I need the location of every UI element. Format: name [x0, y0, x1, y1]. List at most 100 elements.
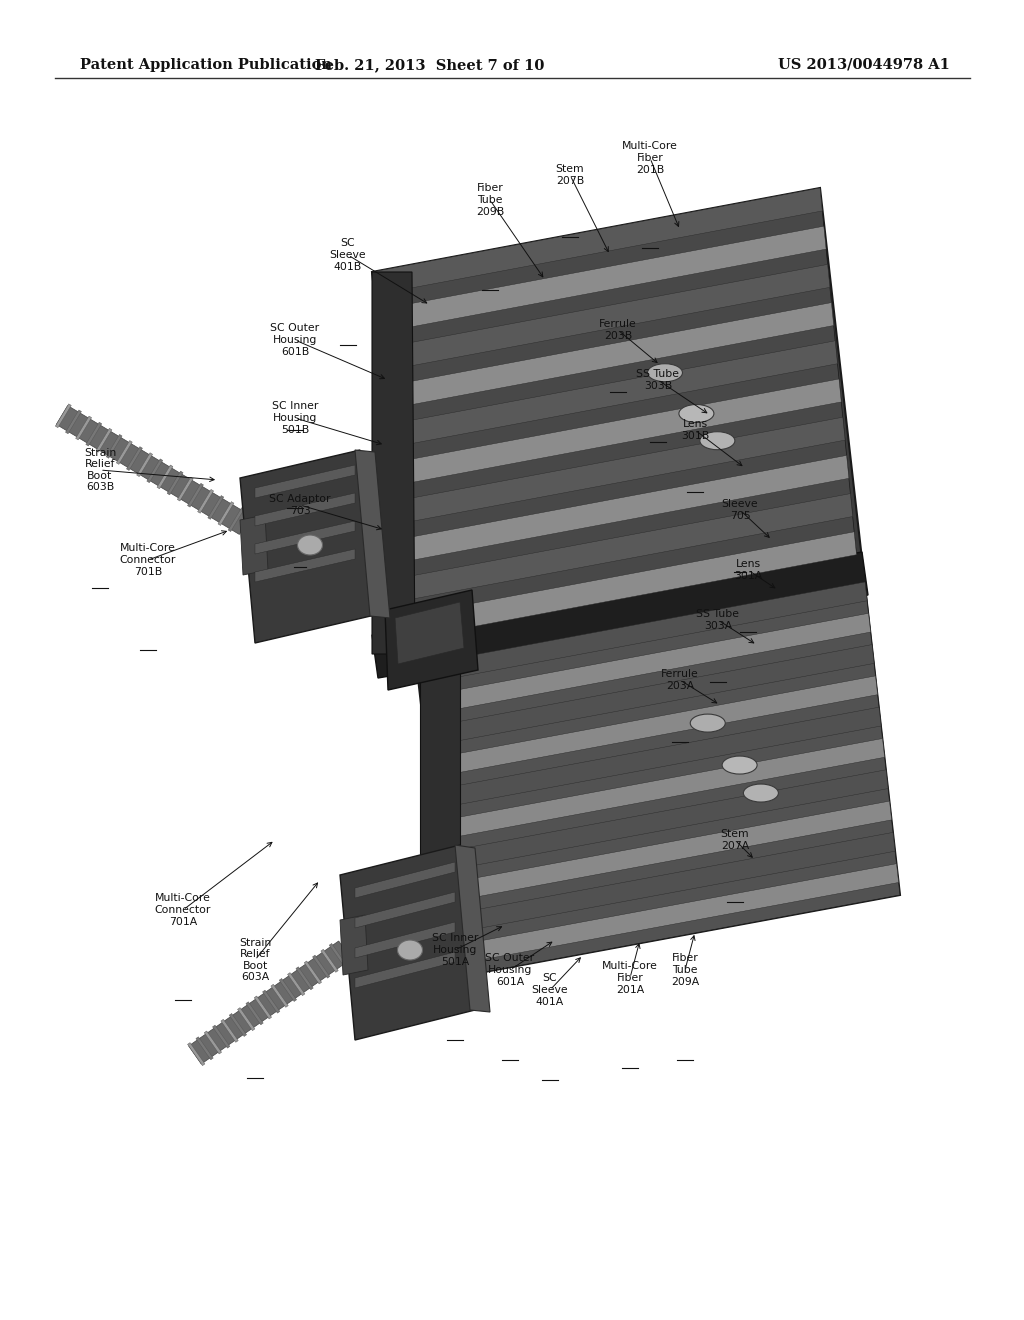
Polygon shape	[255, 549, 355, 582]
Polygon shape	[218, 502, 233, 525]
Polygon shape	[321, 949, 338, 973]
Polygon shape	[372, 187, 822, 294]
Polygon shape	[329, 944, 346, 966]
Polygon shape	[355, 952, 455, 987]
Ellipse shape	[743, 784, 778, 803]
Polygon shape	[229, 1014, 247, 1036]
Text: Lens
301A: Lens 301A	[734, 560, 762, 581]
Polygon shape	[372, 552, 868, 678]
Polygon shape	[127, 446, 142, 470]
Text: SC
Sleeve
401A: SC Sleeve 401A	[531, 973, 568, 1007]
Text: Multi-Core
Fiber
201A: Multi-Core Fiber 201A	[602, 961, 658, 994]
Polygon shape	[395, 417, 845, 524]
Polygon shape	[240, 450, 375, 643]
Polygon shape	[255, 492, 355, 525]
Text: Ferrule
203B: Ferrule 203B	[599, 319, 637, 341]
Polygon shape	[262, 990, 280, 1014]
Text: Strain
Relief
Boot
603A: Strain Relief Boot 603A	[239, 937, 271, 982]
Polygon shape	[439, 770, 888, 871]
Text: US 2013/0044978 A1: US 2013/0044978 A1	[778, 58, 950, 73]
Polygon shape	[188, 941, 351, 1064]
Polygon shape	[455, 845, 490, 1012]
Polygon shape	[355, 892, 455, 928]
Polygon shape	[420, 582, 867, 684]
Polygon shape	[420, 665, 460, 979]
Polygon shape	[280, 978, 297, 1002]
Polygon shape	[420, 582, 900, 978]
Polygon shape	[376, 226, 826, 333]
Polygon shape	[271, 985, 288, 1007]
Text: Feb. 21, 2013  Sheet 7 of 10: Feb. 21, 2013 Sheet 7 of 10	[315, 58, 545, 73]
Polygon shape	[187, 483, 204, 507]
Text: FIG. 7: FIG. 7	[800, 751, 861, 770]
Polygon shape	[355, 921, 455, 958]
Polygon shape	[402, 494, 853, 601]
Text: SC Inner
Housing
501B: SC Inner Housing 501B	[271, 401, 318, 434]
Polygon shape	[208, 495, 224, 519]
Ellipse shape	[699, 432, 735, 450]
Text: Fiber
Tube
209B: Fiber Tube 209B	[476, 183, 504, 216]
Polygon shape	[391, 379, 842, 486]
Polygon shape	[407, 532, 856, 639]
Polygon shape	[157, 465, 173, 488]
Polygon shape	[433, 708, 881, 809]
Polygon shape	[254, 997, 271, 1019]
Polygon shape	[213, 1026, 230, 1048]
Polygon shape	[56, 405, 251, 535]
Ellipse shape	[722, 756, 757, 774]
Text: Strain
Relief
Boot
603B: Strain Relief Boot 603B	[84, 447, 116, 492]
Text: Ferrule
203A: Ferrule 203A	[662, 669, 698, 690]
Polygon shape	[312, 956, 330, 978]
Polygon shape	[76, 416, 91, 440]
Polygon shape	[288, 973, 305, 995]
Polygon shape	[436, 738, 885, 841]
Polygon shape	[449, 863, 899, 965]
Polygon shape	[372, 187, 900, 978]
Polygon shape	[167, 471, 183, 495]
Text: Multi-Core
Connector
701A: Multi-Core Connector 701A	[155, 894, 211, 927]
Polygon shape	[372, 272, 415, 653]
Polygon shape	[117, 441, 132, 465]
Polygon shape	[340, 845, 475, 1040]
Polygon shape	[246, 1002, 263, 1024]
Polygon shape	[136, 453, 153, 477]
Polygon shape	[240, 515, 268, 576]
Polygon shape	[398, 455, 849, 562]
Text: Patent Application Publication: Patent Application Publication	[80, 58, 332, 73]
Text: SC
Sleeve
401B: SC Sleeve 401B	[330, 239, 367, 272]
Text: Stem
207B: Stem 207B	[556, 164, 585, 186]
Text: Stem
207A: Stem 207A	[721, 829, 750, 851]
Polygon shape	[55, 404, 72, 428]
Text: SS Tube
303B: SS Tube 303B	[637, 370, 680, 391]
Polygon shape	[255, 521, 355, 554]
Polygon shape	[355, 450, 390, 618]
Polygon shape	[340, 915, 368, 975]
Polygon shape	[387, 341, 838, 447]
Polygon shape	[395, 602, 464, 664]
Polygon shape	[187, 1043, 205, 1065]
Polygon shape	[238, 1007, 255, 1031]
Polygon shape	[385, 590, 478, 690]
Text: Lens
301B: Lens 301B	[681, 420, 710, 441]
Ellipse shape	[397, 940, 423, 960]
Text: SS Tube
303A: SS Tube 303A	[696, 610, 739, 631]
Text: Sleeve
705: Sleeve 705	[722, 499, 759, 521]
Polygon shape	[228, 508, 244, 532]
Polygon shape	[66, 411, 82, 434]
Polygon shape	[355, 862, 455, 898]
Polygon shape	[198, 490, 214, 513]
Polygon shape	[372, 187, 858, 653]
Polygon shape	[430, 676, 878, 777]
Polygon shape	[146, 459, 163, 483]
Polygon shape	[204, 1031, 221, 1053]
Polygon shape	[383, 302, 834, 409]
Polygon shape	[445, 833, 895, 935]
Polygon shape	[86, 422, 101, 446]
Polygon shape	[106, 434, 122, 458]
Polygon shape	[196, 1036, 213, 1060]
Text: Fiber
Tube
209A: Fiber Tube 209A	[671, 953, 699, 986]
Ellipse shape	[298, 535, 323, 554]
Text: SC Inner
Housing
501A: SC Inner Housing 501A	[432, 933, 478, 966]
Ellipse shape	[690, 714, 725, 733]
Polygon shape	[255, 465, 355, 498]
